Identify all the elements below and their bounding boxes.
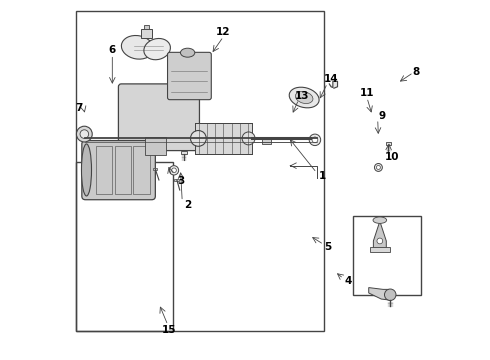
- Circle shape: [80, 130, 89, 138]
- Ellipse shape: [180, 48, 195, 57]
- Text: 13: 13: [295, 91, 310, 101]
- Bar: [144, 25, 149, 30]
- Circle shape: [376, 166, 380, 170]
- Bar: [174, 179, 179, 181]
- Text: 4: 4: [344, 276, 352, 286]
- Circle shape: [374, 163, 382, 171]
- Circle shape: [309, 134, 320, 145]
- Ellipse shape: [144, 39, 171, 60]
- Bar: [153, 168, 157, 170]
- Text: 2: 2: [184, 200, 191, 210]
- Ellipse shape: [295, 91, 313, 104]
- Text: 15: 15: [162, 325, 176, 335]
- Text: 10: 10: [385, 152, 399, 162]
- Text: 11: 11: [360, 88, 374, 98]
- Text: 1: 1: [318, 171, 326, 181]
- Bar: [96, 146, 112, 194]
- Bar: [262, 137, 271, 144]
- Bar: [370, 247, 390, 252]
- Circle shape: [312, 137, 318, 143]
- Circle shape: [172, 168, 176, 173]
- Text: 8: 8: [413, 67, 420, 77]
- Text: 6: 6: [109, 45, 116, 55]
- Polygon shape: [373, 221, 386, 248]
- Bar: [181, 151, 187, 154]
- Bar: [133, 146, 149, 194]
- Text: 3: 3: [177, 176, 184, 186]
- Text: 9: 9: [378, 111, 386, 121]
- Text: 7: 7: [75, 103, 83, 113]
- Bar: [115, 146, 131, 194]
- Bar: [145, 137, 166, 155]
- Ellipse shape: [373, 217, 387, 224]
- Ellipse shape: [289, 87, 319, 108]
- Text: 14: 14: [324, 74, 339, 84]
- Text: 5: 5: [324, 242, 332, 252]
- Bar: [76, 12, 324, 330]
- Bar: [76, 162, 173, 330]
- Bar: [141, 30, 152, 39]
- Circle shape: [242, 132, 255, 145]
- Polygon shape: [329, 81, 338, 88]
- Ellipse shape: [122, 36, 153, 59]
- Text: 12: 12: [216, 27, 231, 37]
- Bar: [386, 142, 392, 145]
- FancyBboxPatch shape: [168, 52, 211, 100]
- Circle shape: [191, 131, 206, 146]
- Polygon shape: [195, 123, 252, 154]
- Bar: [353, 216, 421, 295]
- Circle shape: [170, 166, 179, 175]
- Ellipse shape: [81, 144, 92, 196]
- Circle shape: [377, 238, 383, 244]
- Polygon shape: [368, 288, 392, 300]
- Circle shape: [385, 289, 396, 301]
- FancyBboxPatch shape: [82, 140, 155, 200]
- Circle shape: [76, 126, 92, 142]
- FancyBboxPatch shape: [119, 84, 199, 150]
